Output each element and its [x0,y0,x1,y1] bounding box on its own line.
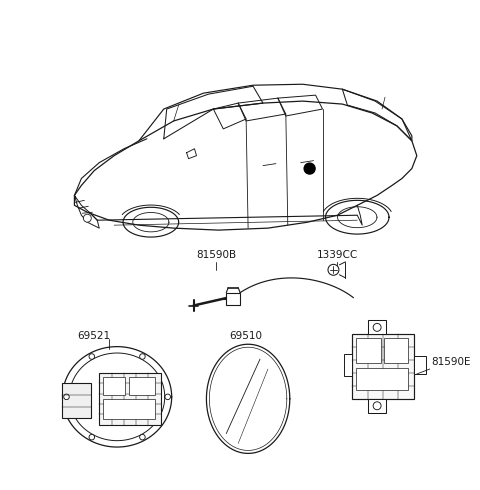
Bar [356,338,381,363]
Text: 81590B: 81590B [196,250,237,260]
Bar [129,377,155,395]
Bar [103,377,125,395]
Bar [61,384,91,418]
Circle shape [140,434,145,440]
Circle shape [373,402,381,410]
Bar [414,356,426,374]
Circle shape [89,434,95,440]
Circle shape [89,354,95,359]
Bar [384,338,408,363]
Bar [368,399,386,413]
Bar [352,334,414,399]
Text: 81590E: 81590E [432,357,471,367]
Bar [226,293,240,305]
Bar [103,399,155,418]
Text: 69510: 69510 [229,331,263,341]
Circle shape [64,394,69,400]
Bar [344,354,352,376]
Circle shape [165,394,170,400]
Text: 1339CC: 1339CC [317,250,358,260]
Circle shape [328,264,339,275]
Bar [356,368,408,390]
Circle shape [304,163,315,174]
Circle shape [140,354,145,359]
Circle shape [84,214,91,222]
Bar [99,373,161,425]
Bar [368,320,386,334]
Circle shape [373,323,381,331]
Text: 69521: 69521 [78,331,111,341]
